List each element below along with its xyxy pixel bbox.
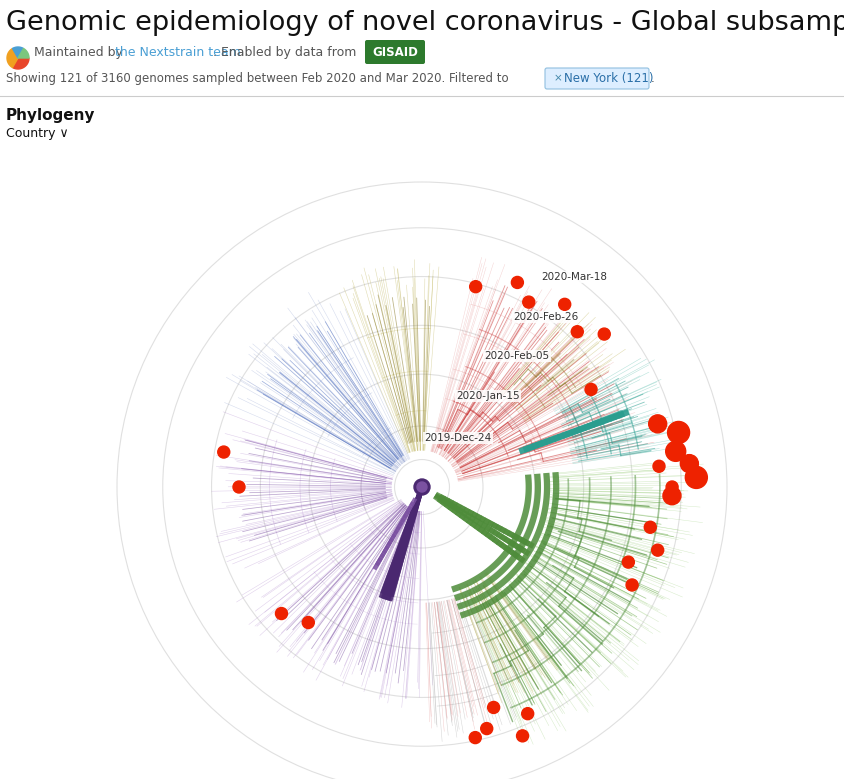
Circle shape — [233, 481, 245, 493]
Circle shape — [644, 521, 657, 534]
Circle shape — [649, 415, 667, 433]
Circle shape — [668, 421, 690, 443]
Circle shape — [302, 616, 314, 629]
Text: .: . — [651, 72, 655, 85]
Circle shape — [666, 442, 685, 461]
Circle shape — [571, 326, 583, 338]
Circle shape — [653, 460, 665, 472]
Circle shape — [511, 277, 523, 288]
Circle shape — [559, 298, 571, 310]
Circle shape — [680, 455, 698, 473]
Circle shape — [685, 467, 707, 488]
Text: GISAID: GISAID — [372, 45, 418, 58]
Circle shape — [622, 556, 635, 568]
Circle shape — [585, 383, 597, 396]
Text: 2020-Jan-15: 2020-Jan-15 — [457, 391, 520, 400]
FancyBboxPatch shape — [365, 40, 425, 64]
Polygon shape — [18, 48, 29, 58]
Circle shape — [481, 723, 493, 735]
Circle shape — [414, 479, 430, 495]
Polygon shape — [13, 58, 29, 69]
Circle shape — [652, 545, 663, 556]
Text: Maintained by: Maintained by — [34, 45, 127, 58]
Text: Country ∨: Country ∨ — [6, 127, 68, 140]
Circle shape — [488, 701, 500, 714]
Circle shape — [218, 446, 230, 458]
Text: the Nextstrain team: the Nextstrain team — [115, 45, 241, 58]
Text: 2019-Dec-24: 2019-Dec-24 — [425, 432, 491, 442]
Polygon shape — [7, 48, 18, 68]
Text: ×: × — [554, 73, 563, 83]
Text: . Enabled by data from: . Enabled by data from — [213, 45, 356, 58]
Circle shape — [663, 487, 681, 505]
Circle shape — [666, 481, 678, 493]
Circle shape — [275, 608, 288, 619]
Circle shape — [598, 328, 610, 340]
FancyBboxPatch shape — [545, 68, 649, 89]
Text: New York (121): New York (121) — [564, 72, 653, 85]
Circle shape — [522, 707, 533, 720]
Text: Genomic epidemiology of novel coronavirus - Global subsampling: Genomic epidemiology of novel coronaviru… — [6, 10, 844, 36]
Circle shape — [626, 579, 638, 591]
Circle shape — [417, 482, 427, 492]
Text: 2020-Feb-26: 2020-Feb-26 — [513, 312, 578, 322]
Text: 2020-Mar-18: 2020-Mar-18 — [541, 273, 608, 282]
Text: 2020-Feb-05: 2020-Feb-05 — [484, 351, 549, 361]
Circle shape — [469, 280, 482, 293]
Circle shape — [469, 731, 481, 744]
Polygon shape — [13, 47, 24, 58]
Text: Phylogeny: Phylogeny — [6, 108, 95, 123]
Circle shape — [517, 730, 528, 742]
Text: Showing 121 of 3160 genomes sampled between Feb 2020 and Mar 2020. Filtered to: Showing 121 of 3160 genomes sampled betw… — [6, 72, 509, 84]
Circle shape — [522, 296, 535, 308]
